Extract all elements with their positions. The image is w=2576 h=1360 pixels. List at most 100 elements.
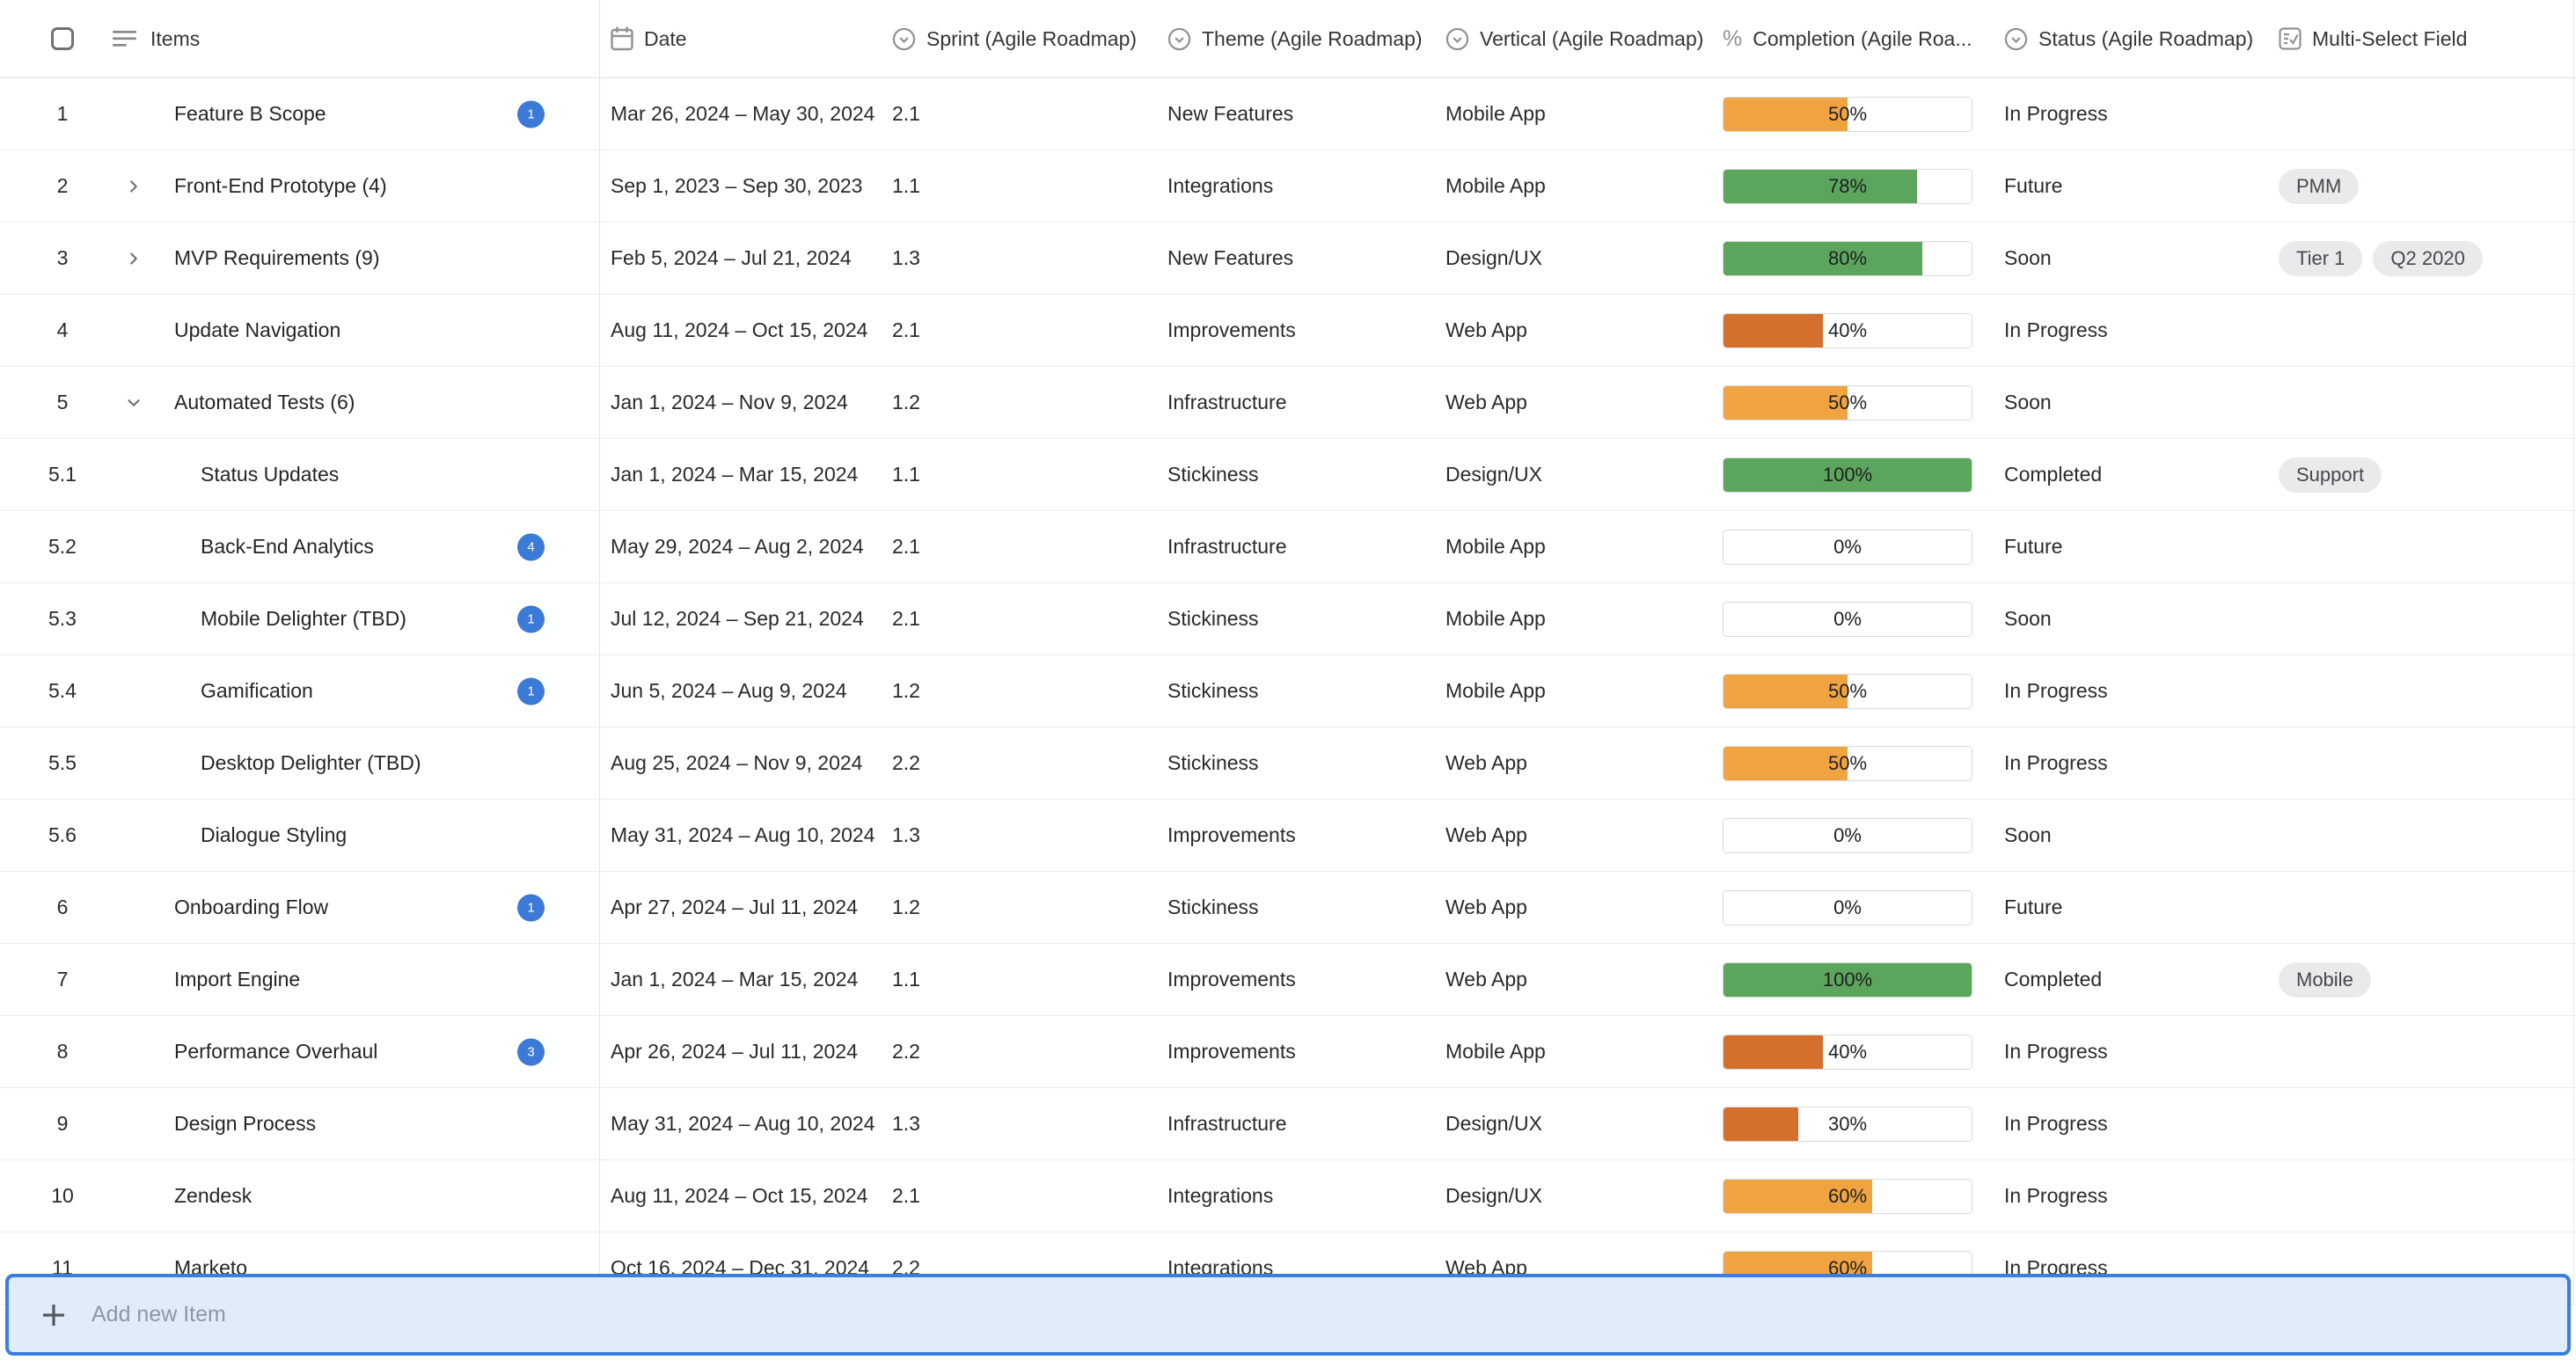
status-cell[interactable]: Soon — [2004, 246, 2052, 269]
expand-chevron-right-icon[interactable] — [118, 223, 150, 294]
status-cell[interactable]: Soon — [2004, 823, 2052, 846]
tag-pill[interactable]: Q2 2020 — [2373, 240, 2483, 276]
theme-cell[interactable]: Improvements — [1167, 318, 1296, 341]
sprint-cell[interactable]: 2.2 — [892, 751, 920, 774]
column-header-multiselect[interactable]: Multi-Select Field — [2268, 0, 2576, 77]
item-name[interactable]: Update Navigation — [174, 318, 341, 341]
item-name[interactable]: MVP Requirements (9) — [174, 246, 380, 269]
theme-cell[interactable]: New Features — [1167, 246, 1294, 269]
items-cell[interactable]: 4 Update Navigation — [0, 295, 600, 366]
theme-cell[interactable]: Stickiness — [1167, 751, 1259, 774]
sprint-cell[interactable]: 1.3 — [892, 1112, 920, 1135]
theme-cell[interactable]: Stickiness — [1167, 607, 1259, 630]
date-cell[interactable]: Feb 5, 2024 – Jul 21, 2024 — [611, 246, 852, 269]
item-name[interactable]: Desktop Delighter (TBD) — [201, 751, 421, 774]
tag-pill[interactable]: PMM — [2279, 168, 2360, 204]
date-cell[interactable]: Jan 1, 2024 – Mar 15, 2024 — [611, 968, 859, 991]
items-cell[interactable]: 10 Zendesk — [0, 1160, 600, 1232]
date-cell[interactable]: Mar 26, 2024 – May 30, 2024 — [611, 102, 875, 125]
completion-cell[interactable]: 0% — [1712, 800, 1994, 871]
table-row[interactable]: 5.2 Back-End Analytics 4 May 29, 2024 – … — [0, 511, 2576, 583]
completion-cell[interactable]: 80% — [1712, 223, 1994, 294]
theme-cell[interactable]: Stickiness — [1167, 679, 1259, 702]
table-row[interactable]: 3 MVP Requirements (9) Feb 5, 2024 – Jul… — [0, 223, 2576, 295]
sprint-cell[interactable]: 2.1 — [892, 102, 920, 125]
completion-cell[interactable]: 30% — [1712, 1088, 1994, 1159]
completion-cell[interactable]: 100% — [1712, 944, 1994, 1015]
status-cell[interactable]: In Progress — [2004, 679, 2108, 702]
item-count-badge[interactable]: 3 — [517, 1038, 545, 1065]
items-cell[interactable]: 9 Design Process — [0, 1088, 600, 1159]
theme-cell[interactable]: Infrastructure — [1167, 391, 1287, 413]
multi-select-cell[interactable] — [2268, 655, 2576, 727]
completion-cell[interactable]: 50% — [1712, 728, 1994, 799]
theme-cell[interactable]: Improvements — [1167, 968, 1296, 991]
sprint-cell[interactable]: 2.1 — [892, 1184, 920, 1207]
table-row[interactable]: 5 Automated Tests (6) Jan 1, 2024 – Nov … — [0, 367, 2576, 439]
completion-cell[interactable]: 50% — [1712, 655, 1994, 727]
status-cell[interactable]: Future — [2004, 896, 2063, 918]
tag-pill[interactable]: Tier 1 — [2279, 240, 2363, 276]
collapse-chevron-down-icon[interactable] — [118, 367, 150, 438]
items-cell[interactable]: 5.3 Mobile Delighter (TBD) 1 — [0, 583, 600, 654]
item-name[interactable]: Dialogue Styling — [201, 823, 348, 846]
status-cell[interactable]: In Progress — [2004, 102, 2108, 125]
items-cell[interactable]: 5.6 Dialogue Styling — [0, 800, 600, 871]
status-cell[interactable]: Future — [2004, 535, 2063, 558]
column-header-date[interactable]: Date — [600, 0, 882, 77]
date-cell[interactable]: May 31, 2024 – Aug 10, 2024 — [611, 1112, 875, 1135]
table-row[interactable]: 7 Import Engine Jan 1, 2024 – Mar 15, 20… — [0, 944, 2576, 1016]
date-cell[interactable]: Sep 1, 2023 – Sep 30, 2023 — [611, 174, 863, 197]
item-count-badge[interactable]: 1 — [517, 100, 545, 128]
status-cell[interactable]: In Progress — [2004, 1184, 2108, 1207]
date-cell[interactable]: Apr 27, 2024 – Jul 11, 2024 — [611, 896, 858, 918]
tag-pill[interactable]: Mobile — [2279, 962, 2371, 998]
completion-cell[interactable]: 50% — [1712, 367, 1994, 438]
table-row[interactable]: 10 Zendesk Aug 11, 2024 – Oct 15, 2024 2… — [0, 1160, 2576, 1232]
table-row[interactable]: 5.1 Status Updates Jan 1, 2024 – Mar 15,… — [0, 439, 2576, 511]
completion-cell[interactable]: 0% — [1712, 583, 1994, 654]
table-row[interactable]: 1 Feature B Scope 1 Mar 26, 2024 – May 3… — [0, 78, 2576, 150]
sprint-cell[interactable]: 2.1 — [892, 318, 920, 341]
items-cell[interactable]: 1 Feature B Scope 1 — [0, 78, 600, 150]
vertical-cell[interactable]: Web App — [1445, 751, 1527, 774]
date-cell[interactable]: Aug 11, 2024 – Oct 15, 2024 — [611, 318, 868, 341]
item-name[interactable]: Status Updates — [201, 463, 340, 486]
item-name[interactable]: Mobile Delighter (TBD) — [201, 607, 406, 630]
multi-select-cell[interactable] — [2268, 800, 2576, 871]
vertical-cell[interactable]: Design/UX — [1445, 1112, 1542, 1135]
multi-select-cell[interactable]: Tier 1 Q2 2020 — [2268, 223, 2576, 294]
item-name[interactable]: Import Engine — [174, 968, 301, 991]
vertical-cell[interactable]: Design/UX — [1445, 246, 1542, 269]
item-name[interactable]: Gamification — [201, 679, 313, 702]
items-cell[interactable]: 2 Front-End Prototype (4) — [0, 150, 600, 222]
date-cell[interactable]: Jan 1, 2024 – Mar 15, 2024 — [611, 463, 859, 486]
theme-cell[interactable]: Improvements — [1167, 1040, 1296, 1063]
date-cell[interactable]: Jan 1, 2024 – Nov 9, 2024 — [611, 391, 848, 413]
sprint-cell[interactable]: 1.2 — [892, 679, 920, 702]
items-cell[interactable]: 7 Import Engine — [0, 944, 600, 1015]
status-cell[interactable]: In Progress — [2004, 751, 2108, 774]
item-name[interactable]: Design Process — [174, 1112, 317, 1135]
theme-cell[interactable]: Stickiness — [1167, 896, 1259, 918]
item-name[interactable]: Automated Tests (6) — [174, 391, 355, 413]
date-cell[interactable]: Aug 11, 2024 – Oct 15, 2024 — [611, 1184, 868, 1207]
item-name[interactable]: Performance Overhaul — [174, 1040, 378, 1063]
vertical-cell[interactable]: Web App — [1445, 823, 1527, 846]
vertical-cell[interactable]: Web App — [1445, 318, 1527, 341]
item-count-badge[interactable]: 1 — [517, 677, 545, 705]
column-header-vertical[interactable]: Vertical (Agile Roadmap) — [1435, 0, 1712, 77]
sprint-cell[interactable]: 1.3 — [892, 246, 920, 269]
status-cell[interactable]: Completed — [2004, 968, 2103, 991]
status-cell[interactable]: Soon — [2004, 607, 2052, 630]
vertical-cell[interactable]: Mobile App — [1445, 679, 1546, 702]
item-name[interactable]: Onboarding Flow — [174, 896, 329, 918]
table-row[interactable]: 5.6 Dialogue Styling May 31, 2024 – Aug … — [0, 800, 2576, 872]
status-cell[interactable]: In Progress — [2004, 1040, 2108, 1063]
sprint-cell[interactable]: 1.2 — [892, 391, 920, 413]
completion-cell[interactable]: 0% — [1712, 872, 1994, 943]
multi-select-cell[interactable] — [2268, 367, 2576, 438]
completion-cell[interactable]: 78% — [1712, 150, 1994, 222]
vertical-cell[interactable]: Mobile App — [1445, 1040, 1546, 1063]
sprint-cell[interactable]: 1.1 — [892, 968, 920, 991]
